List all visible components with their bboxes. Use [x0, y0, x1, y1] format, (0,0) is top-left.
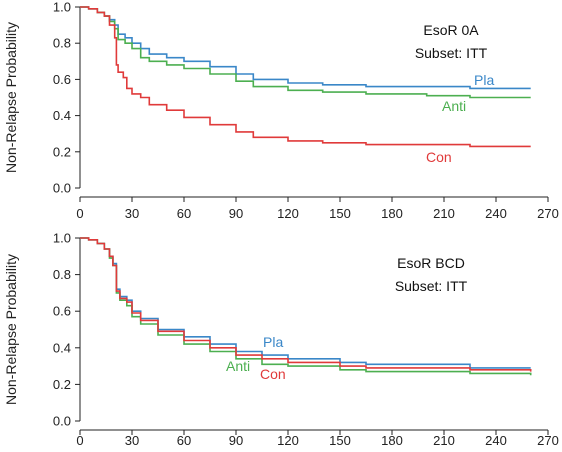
series-line-con	[80, 237, 532, 372]
x-tick-label: 60	[177, 433, 191, 448]
x-tick-label: 180	[381, 206, 403, 221]
series-label-pla: Pla	[263, 334, 283, 350]
x-tick-label: 60	[177, 206, 191, 221]
x-tick-label: 210	[433, 433, 455, 448]
y-tick-label: 1.0	[53, 0, 71, 15]
x-tick-label: 240	[485, 206, 507, 221]
x-tick-label: 270	[537, 206, 559, 221]
series-label-anti: Anti	[226, 358, 250, 374]
y-tick-label: 0.6	[53, 72, 71, 87]
annotation-line: Subset: ITT	[395, 278, 468, 294]
y-tick-label: 0.6	[53, 304, 71, 319]
x-tick-label: 150	[329, 206, 351, 221]
x-tick-label: 210	[433, 206, 455, 221]
x-tick-label: 0	[76, 206, 83, 221]
series-label-pla: Pla	[474, 72, 494, 88]
panel-top: 0.0 0.2 0.4 0.6 0.8 1.0 0 30 60 90 120 150 180 210 240…	[3, 0, 559, 221]
panel-bottom: 0.0 0.2 0.4 0.6 0.8 1.0 0 30 60 90 120 150 180 210 240…	[3, 231, 559, 449]
annotation-line: Subset: ITT	[415, 45, 488, 61]
x-tick-label: 0	[76, 433, 83, 448]
x-tick-label: 120	[277, 433, 299, 448]
x-tick-label: 180	[381, 433, 403, 448]
x-tick-label: 270	[537, 433, 559, 448]
y-tick-label: 1.0	[53, 231, 71, 246]
series-label-anti: Anti	[442, 98, 466, 114]
y-tick-label: 0.8	[53, 36, 71, 51]
annotation-line: EsoR BCD	[397, 255, 465, 271]
x-tick-label: 120	[277, 206, 299, 221]
x-tick-label: 90	[229, 433, 243, 448]
y-tick-label: 0.2	[53, 144, 71, 159]
y-axis-title: Non-Relapse Probability	[3, 22, 19, 173]
series-label-con: Con	[426, 149, 452, 165]
series-label-con: Con	[260, 366, 286, 382]
x-tick-label: 150	[329, 433, 351, 448]
x-tick-label: 90	[229, 206, 243, 221]
series-line-con	[80, 6, 531, 148]
y-tick-label: 0.4	[53, 340, 71, 355]
y-axis-title: Non-Relapse Probability	[3, 254, 19, 405]
annotation-line: EsoR 0A	[423, 22, 479, 38]
y-tick-label: 0.4	[53, 108, 71, 123]
y-tick-label: 0.0	[53, 414, 71, 429]
x-tick-label: 30	[125, 206, 139, 221]
y-tick-label: 0.8	[53, 267, 71, 282]
x-tick-label: 30	[125, 433, 139, 448]
y-tick-label: 0.0	[53, 181, 71, 196]
x-tick-label: 240	[485, 433, 507, 448]
y-tick-label: 0.2	[53, 377, 71, 392]
